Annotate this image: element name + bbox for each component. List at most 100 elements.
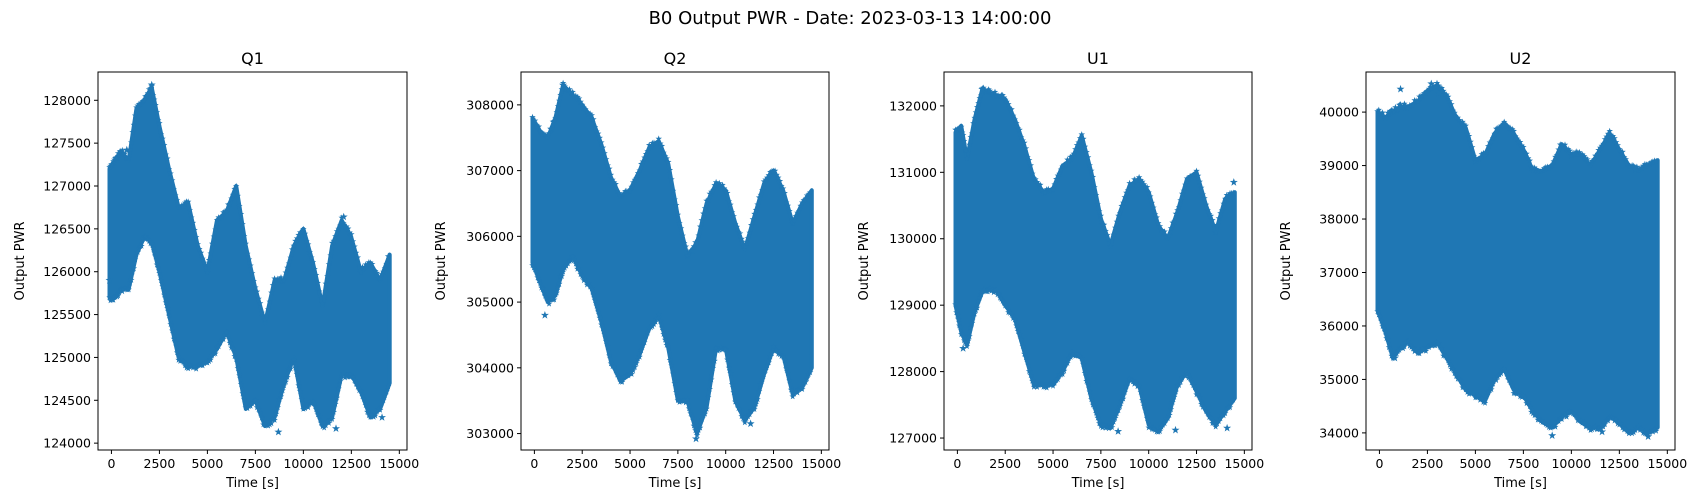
- data-point: [215, 214, 222, 221]
- x-tick-label: 15000: [379, 456, 419, 471]
- data-point: [264, 306, 272, 313]
- data-point: [1614, 141, 1621, 148]
- data-point: [1446, 97, 1453, 104]
- y-tick-label: 307000: [466, 163, 514, 178]
- data-point: [999, 91, 1006, 98]
- data-point: [277, 393, 285, 400]
- data-point: [335, 225, 342, 232]
- data-point: [1014, 327, 1022, 334]
- x-tick-label: 10000: [706, 456, 746, 471]
- data-point: [169, 327, 176, 334]
- data-point: [1072, 145, 1079, 152]
- data-point: [1382, 328, 1389, 335]
- data-point: [1129, 378, 1136, 385]
- data-point: [1147, 193, 1154, 200]
- data-point: [741, 419, 749, 426]
- data-point: [569, 88, 576, 95]
- data-point: [1029, 170, 1036, 177]
- data-point: [543, 294, 550, 301]
- data-point: [682, 399, 690, 406]
- data-point: [1215, 417, 1223, 424]
- data-point: [538, 129, 545, 136]
- x-tick-label: 5000: [614, 456, 646, 471]
- data-point: [665, 158, 672, 165]
- data-point: [173, 349, 181, 356]
- data-point: [288, 358, 296, 365]
- data-point: [1524, 154, 1532, 161]
- data-point: [684, 396, 691, 403]
- x-tick-label: 15000: [1224, 456, 1264, 471]
- data-point: [1470, 152, 1477, 159]
- data-point: [566, 86, 573, 93]
- data-point: [252, 284, 259, 291]
- data-point: [1548, 431, 1557, 439]
- data-point: [1632, 166, 1639, 173]
- data-point: [1477, 155, 1484, 162]
- data-point: [759, 186, 766, 193]
- data-point: [580, 104, 587, 111]
- data-point: [612, 180, 619, 187]
- data-point: [736, 230, 744, 237]
- data-point: [751, 210, 758, 217]
- data-point: [1464, 130, 1471, 137]
- data-point: [628, 183, 635, 190]
- data-point: [210, 233, 217, 240]
- data-point: [687, 410, 694, 417]
- data-point: [633, 360, 640, 367]
- data-point: [1515, 388, 1522, 395]
- data-point: [794, 389, 801, 396]
- y-tick-label: 127000: [889, 431, 937, 446]
- data-point: [599, 144, 607, 151]
- data-point: [1008, 311, 1015, 318]
- x-tick-label: 7500: [1507, 456, 1539, 471]
- data-point: [258, 309, 265, 316]
- data-point: [693, 431, 701, 438]
- data-point: [958, 123, 965, 130]
- x-tick-label: 12500: [1177, 456, 1217, 471]
- data-point: [1169, 398, 1176, 405]
- data-point: [1532, 411, 1540, 418]
- data-point: [1011, 116, 1018, 123]
- data-point: [668, 362, 675, 369]
- data-point: [639, 158, 646, 165]
- data-point: [1105, 425, 1113, 432]
- data-point: [1178, 374, 1186, 381]
- data-point: [1096, 420, 1103, 427]
- data-point: [1449, 107, 1457, 114]
- data-point: [960, 337, 968, 344]
- data-point: [154, 116, 162, 123]
- data-point: [610, 363, 618, 370]
- data-point: [1651, 426, 1658, 433]
- data-point: [1013, 322, 1020, 329]
- data-point: [360, 395, 368, 402]
- data-point: [114, 154, 121, 161]
- y-tick-label: 128000: [889, 364, 937, 379]
- data-point: [186, 361, 193, 368]
- data-point: [156, 119, 163, 126]
- data-point: [288, 246, 296, 253]
- data-point: [1057, 166, 1065, 173]
- data-point: [744, 234, 752, 242]
- data-point: [1223, 423, 1232, 432]
- data-point: [778, 182, 785, 189]
- data-point: [1508, 382, 1516, 389]
- data-point: [959, 331, 967, 338]
- data-point: [1385, 344, 1393, 351]
- data-point: [566, 257, 573, 264]
- data-point: [1389, 107, 1397, 114]
- data-point: [384, 253, 392, 260]
- data-point: [1116, 403, 1124, 410]
- data-point: [776, 177, 784, 184]
- data-point: [1453, 372, 1460, 379]
- y-tick-label: 34000: [1319, 425, 1359, 440]
- data-point: [732, 398, 739, 405]
- data-point: [727, 369, 734, 377]
- data-point: [593, 302, 600, 309]
- data-point: [535, 123, 543, 130]
- data-point: [792, 387, 800, 395]
- data-point: [531, 117, 539, 124]
- data-point: [1110, 231, 1117, 238]
- data-point: [606, 352, 613, 359]
- data-point: [282, 378, 289, 385]
- data-point: [1180, 371, 1187, 378]
